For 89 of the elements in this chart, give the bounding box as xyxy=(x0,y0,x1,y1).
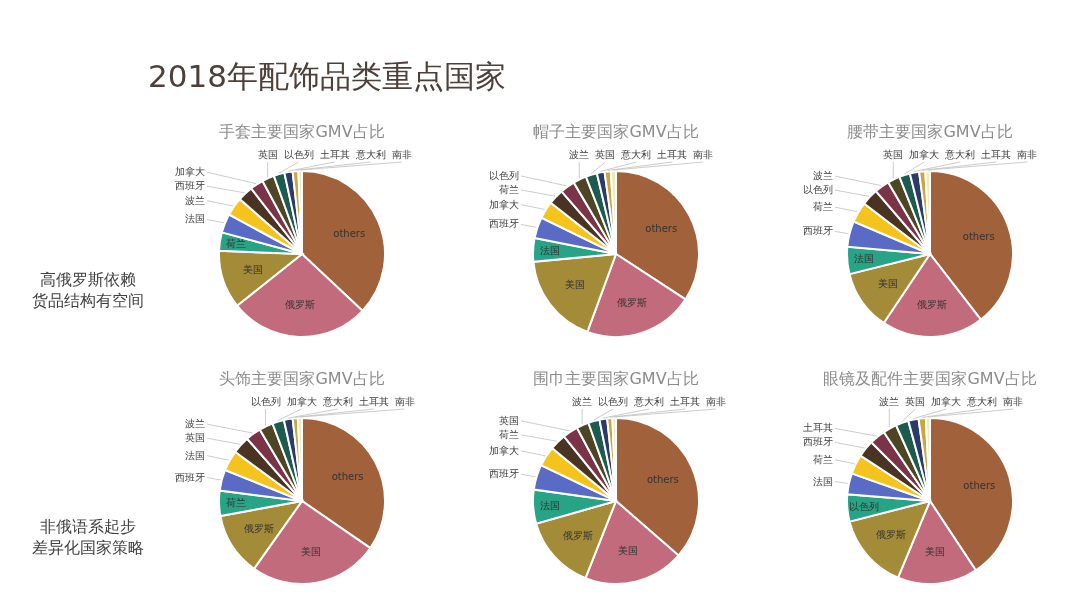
slice-label: 法国 xyxy=(853,253,874,265)
slice-label: 土耳其 xyxy=(670,396,701,407)
text: 非俄语系起步 xyxy=(40,517,136,536)
slice-label: 西班牙 xyxy=(175,180,205,192)
slice-label: 加拿大 xyxy=(931,396,962,407)
slice-label: 以色列 xyxy=(803,184,833,196)
slice-label: 西班牙 xyxy=(175,471,205,483)
slice-label: 波兰 xyxy=(185,194,205,206)
slice-label: 意大利 xyxy=(354,149,386,160)
text: 2018年配饰品类重点国家 xyxy=(148,58,506,94)
slice-label: 南非 xyxy=(706,396,727,407)
slice-label: 波兰 xyxy=(569,149,590,160)
slice-label: 加拿大 xyxy=(175,166,205,178)
slice-label: 英国 xyxy=(499,414,519,426)
slice-label: 美国 xyxy=(618,545,639,556)
slice-label: 加拿大 xyxy=(909,149,940,160)
slice-label: 以色列 xyxy=(250,396,281,407)
slice-label: 土耳其 xyxy=(319,149,350,160)
slice-label: 波兰 xyxy=(879,396,900,407)
slice-label: others xyxy=(646,473,679,485)
slice-label: 俄罗斯 xyxy=(617,296,648,308)
slice-label: 美国 xyxy=(877,277,898,289)
slice-label: 美国 xyxy=(924,546,945,558)
slice-label: 荷兰 xyxy=(813,201,833,213)
slice-label: others xyxy=(963,480,996,492)
slice-label: 以色列 xyxy=(598,396,629,407)
slice-label: 荷兰 xyxy=(499,428,519,440)
slice-label: 土耳其 xyxy=(657,149,688,160)
slice-label: 加拿大 xyxy=(489,444,519,456)
slice-label: 法国 xyxy=(185,449,205,461)
slice-label: 俄罗斯 xyxy=(243,522,274,534)
slice-label: 加拿大 xyxy=(489,198,519,210)
chart-title: 腰带主要国家GMV占比 xyxy=(847,122,1013,141)
slice-label: 英国 xyxy=(883,149,904,160)
slice-label: 俄罗斯 xyxy=(916,299,947,311)
slice-label: others xyxy=(333,227,366,239)
slice-label: 英国 xyxy=(905,396,926,407)
slice-label: 以色列 xyxy=(489,169,519,181)
slice-label: 俄罗斯 xyxy=(562,529,593,541)
slice-label: 荷兰 xyxy=(499,183,519,195)
slice-label: 法国 xyxy=(539,499,560,511)
slice-label: 法国 xyxy=(813,475,833,487)
slice-label: 美国 xyxy=(243,264,264,276)
chart-title: 帽子主要国家GMV占比 xyxy=(533,122,699,141)
slice-label: 西班牙 xyxy=(489,218,519,230)
slice-label: 英国 xyxy=(185,432,205,444)
slice-label: 土耳其 xyxy=(358,396,389,407)
slice-label: 土耳其 xyxy=(803,422,833,434)
slice-label: 土耳其 xyxy=(981,149,1012,160)
slice-label: 南非 xyxy=(394,396,415,407)
slice-label: 法国 xyxy=(185,213,205,225)
slice-label: 以色列 xyxy=(848,500,879,512)
slice-label: 波兰 xyxy=(813,170,833,182)
slice-label: 南非 xyxy=(1017,149,1038,160)
slice-label: 英国 xyxy=(595,149,616,160)
slice-label: 西班牙 xyxy=(803,436,833,448)
slice-label: others xyxy=(962,231,995,243)
slice-label: 意大利 xyxy=(620,149,652,160)
slice-label: 荷兰 xyxy=(225,496,246,508)
slice-label: 波兰 xyxy=(572,396,593,407)
slice-label: 意大利 xyxy=(944,149,976,160)
slice-label: 俄罗斯 xyxy=(284,299,315,311)
slice-label: 美国 xyxy=(565,279,586,291)
slice-label: others xyxy=(331,471,364,483)
slice-label: 加拿大 xyxy=(286,396,317,407)
chart-title: 头饰主要国家GMV占比 xyxy=(219,369,385,388)
slice-label: 荷兰 xyxy=(813,453,833,465)
slice-label: 西班牙 xyxy=(803,225,833,237)
slice-label: others xyxy=(645,223,678,235)
slice-label: 意大利 xyxy=(321,396,353,407)
chart-title: 眼镜及配件主要国家GMV占比 xyxy=(823,369,1037,388)
slice-label: 荷兰 xyxy=(226,238,247,250)
slice-label: 法国 xyxy=(539,244,560,256)
text: 货品结构有空间 xyxy=(32,291,144,310)
text: 高俄罗斯依赖 xyxy=(40,270,136,289)
slice-label: 西班牙 xyxy=(489,468,519,480)
slice-label: 波兰 xyxy=(185,418,205,430)
slice-label: 南非 xyxy=(693,149,714,160)
slice-label: 俄罗斯 xyxy=(876,528,907,540)
slice-label: 意大利 xyxy=(633,396,665,407)
chart-title: 手套主要国家GMV占比 xyxy=(219,122,385,141)
slice-label: 美国 xyxy=(301,545,322,557)
slice-label: 南非 xyxy=(1003,396,1024,407)
slice-label: 英国 xyxy=(257,149,278,160)
slice-label: 以色列 xyxy=(283,149,314,160)
slice-label: 意大利 xyxy=(966,396,998,407)
text: 差异化国家策略 xyxy=(32,538,144,557)
slice-label: 南非 xyxy=(391,149,412,160)
chart-title: 围巾主要国家GMV占比 xyxy=(533,369,699,388)
